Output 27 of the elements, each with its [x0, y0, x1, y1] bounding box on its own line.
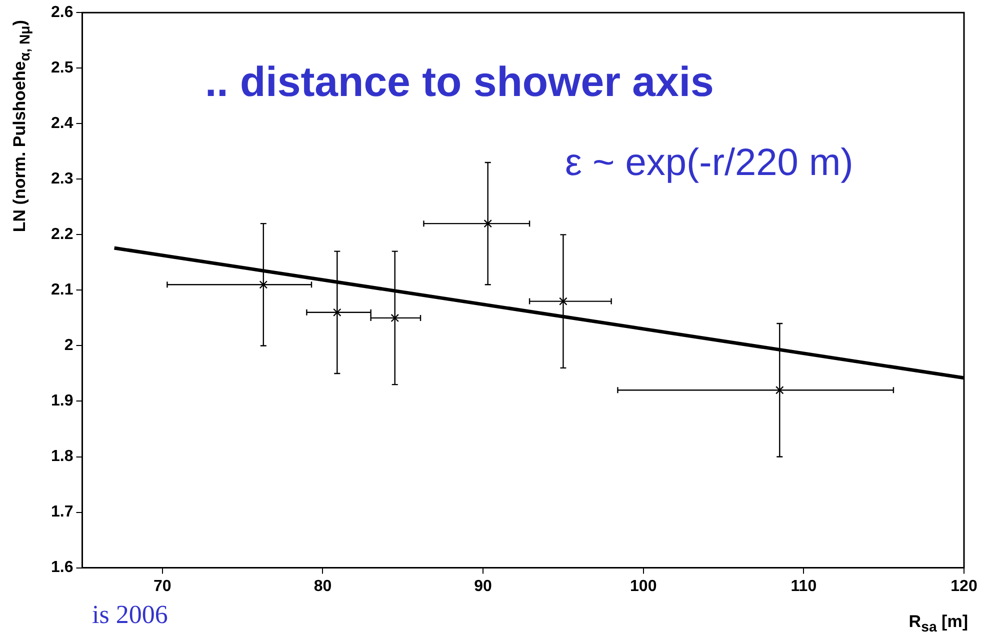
annotation: ε ~ exp(-r/220 m) — [565, 142, 854, 185]
y-tick-label: 1.8 — [50, 448, 74, 466]
x-tick-label: 80 — [314, 578, 332, 595]
y-tick-label: 2 — [64, 337, 74, 354]
y-tick-label: 1.7 — [50, 504, 74, 521]
x-axis-title: R$_{sa}$ [m] — [908, 612, 968, 635]
x-tick-label: 100 — [630, 578, 657, 595]
x-tick-label: 120 — [950, 578, 978, 595]
point — [390, 314, 399, 322]
annotation: .. distance to shower axis — [205, 58, 714, 106]
y-tick-label: 1.6 — [50, 559, 74, 576]
y-tick-label: 2.6 — [50, 4, 74, 22]
y-tick-label: 2.1 — [50, 282, 74, 299]
point — [484, 219, 492, 228]
y-tick-label: 2.3 — [50, 170, 74, 188]
x-tick-label: 90 — [474, 578, 492, 595]
point — [559, 297, 568, 306]
y-tick-label: 2.2 — [50, 226, 74, 244]
text: is 2006 — [92, 600, 168, 630]
y-tick-label: 1.9 — [50, 392, 74, 410]
point — [333, 308, 342, 317]
point — [259, 280, 268, 289]
x-tick-label: 110 — [790, 578, 817, 595]
y-tick-label: 2.4 — [50, 115, 74, 132]
point — [775, 386, 784, 394]
y-tick-label: 2.5 — [50, 60, 74, 77]
x-tick-label: 70 — [154, 578, 172, 595]
